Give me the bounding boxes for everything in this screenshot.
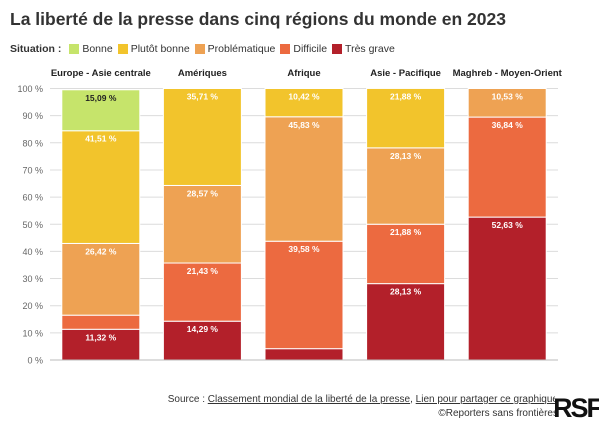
category-label: Afrique xyxy=(287,68,320,79)
category-label: Amériques xyxy=(178,68,227,79)
legend-label: Difficile xyxy=(293,43,328,55)
source-ranking-link[interactable]: Classement mondial de la liberté de la p… xyxy=(207,394,411,405)
y-tick-label: 50 % xyxy=(22,220,43,230)
legend-swatch xyxy=(194,44,205,54)
legend-label: Bonne xyxy=(82,43,113,55)
data-label: 14,29 % xyxy=(187,324,219,334)
data-label: 35,71 % xyxy=(187,92,219,102)
bar-segment xyxy=(162,88,242,186)
data-label: 41,51 % xyxy=(85,134,117,144)
bar-segment xyxy=(61,130,141,244)
stacked-bar-chart: 0 % 10 % 20 % 30 % 40 % 50 % 60 % 70 % 80 % 90 % 1… xyxy=(17,68,563,366)
legend-item-bonne[interactable]: Bonne xyxy=(69,43,113,55)
y-tick-label: 70 % xyxy=(22,165,43,175)
legend-item-plutot-bonne[interactable]: Plutôt bonne xyxy=(117,43,190,55)
legend-item-problematique[interactable]: Problématique xyxy=(194,43,276,55)
y-tick-label: 80 % xyxy=(22,138,43,148)
bar-segment xyxy=(264,88,344,118)
data-label: 21,43 % xyxy=(187,266,219,276)
copyright-credit: ©Reporters sans frontières xyxy=(438,408,558,419)
bar-segment xyxy=(61,314,141,330)
bar-segment xyxy=(264,116,344,242)
bar-segment xyxy=(366,223,446,285)
bar-segment xyxy=(467,116,547,218)
legend-label: Très grave xyxy=(345,43,395,55)
bar-segment xyxy=(61,89,141,132)
legend-item-difficile[interactable]: Difficile xyxy=(280,43,327,55)
y-tick-label: 30 % xyxy=(22,274,43,284)
source-note: Source : Classement mondial de la libert… xyxy=(168,393,558,421)
y-tick-label: 20 % xyxy=(22,301,43,311)
category-label: Maghreb - Moyen-Orient xyxy=(453,68,563,79)
y-tick-label: 100 % xyxy=(17,84,43,94)
y-tick-label: 60 % xyxy=(22,193,43,203)
bar-segment xyxy=(467,88,547,118)
data-label: 39,58 % xyxy=(288,244,320,254)
data-label: 11,32 % xyxy=(85,332,116,342)
data-label: 21,88 % xyxy=(390,227,422,237)
bar-segment xyxy=(264,240,344,350)
bar-segment xyxy=(162,320,242,361)
legend-label: Problématique xyxy=(207,43,276,55)
data-label: 45,83 % xyxy=(288,120,320,130)
source-separator: , xyxy=(410,394,416,405)
bar-segment xyxy=(264,348,344,361)
legend-swatch xyxy=(332,44,343,54)
data-label: 28,13 % xyxy=(390,151,422,161)
data-label: 26,42 % xyxy=(85,246,117,256)
legend-swatch xyxy=(280,44,291,54)
source-prefix: Source : xyxy=(167,394,208,405)
legend-item-tres-grave[interactable]: Très grave xyxy=(332,43,395,55)
bar-segment xyxy=(366,283,446,361)
bar-segment xyxy=(61,242,141,316)
legend-title: Situation : xyxy=(10,43,62,55)
y-tick-label: 0 % xyxy=(27,356,43,366)
y-tick-label: 90 % xyxy=(22,111,43,121)
bar-segment xyxy=(467,216,547,361)
data-label: 10,42 % xyxy=(288,92,320,102)
y-tick-label: 10 % xyxy=(22,328,43,338)
y-tick-label: 40 % xyxy=(22,247,43,257)
rsf-logo: RSF xyxy=(555,386,599,426)
data-label: 36,84 % xyxy=(492,120,524,130)
bar-segment xyxy=(366,147,446,225)
data-label: 15,09 % xyxy=(85,93,117,103)
share-chart-link[interactable]: Lien pour partager ce graphique xyxy=(415,394,558,405)
svg-text:RSF: RSF xyxy=(555,393,599,423)
category-label: Europe - Asie centrale xyxy=(51,68,151,79)
data-label: 52,63 % xyxy=(492,220,524,230)
legend-swatch xyxy=(69,44,80,54)
data-label: 10,53 % xyxy=(492,92,524,102)
legend-label: Plutôt bonne xyxy=(130,43,190,55)
data-label: 21,88 % xyxy=(390,91,422,101)
legend-swatch xyxy=(117,44,128,54)
data-label: 28,13 % xyxy=(390,287,422,297)
chart-title: La liberté de la presse dans cinq région… xyxy=(10,9,506,29)
bar-segment xyxy=(162,262,242,322)
data-label: 28,57 % xyxy=(187,188,219,198)
bar-segment xyxy=(366,87,446,149)
bar-segment xyxy=(61,328,141,361)
category-label: Asie - Pacifique xyxy=(370,68,441,79)
legend: Situation : Bonne Plutôt bonne Problémat… xyxy=(10,42,400,56)
